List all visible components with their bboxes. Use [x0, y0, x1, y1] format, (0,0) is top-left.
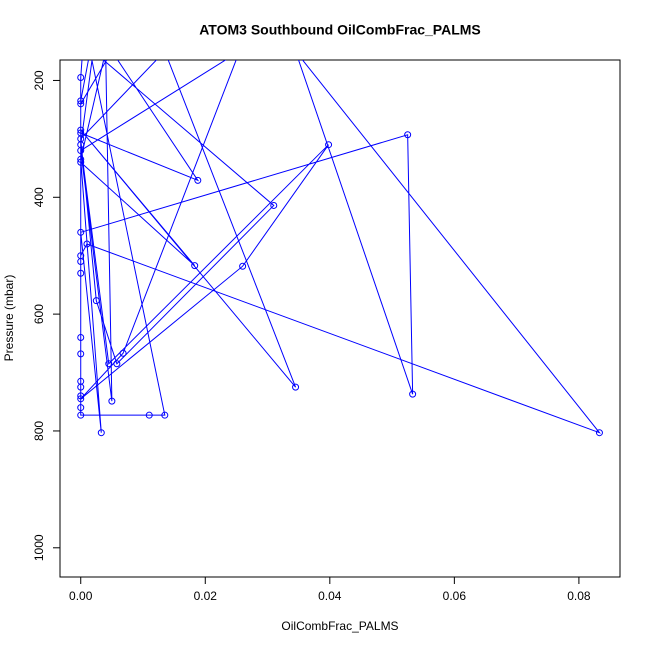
- plot-area: [77, 48, 603, 437]
- data-point: [409, 390, 417, 398]
- data-point: [77, 74, 85, 82]
- y-tick-label: 400: [32, 187, 46, 207]
- data-point: [77, 97, 85, 105]
- data-point: [109, 48, 115, 54]
- data-point: [77, 269, 85, 277]
- data-point: [404, 131, 412, 139]
- data-point: [77, 158, 85, 166]
- data-point: [292, 383, 300, 391]
- y-tick-label: 200: [32, 70, 46, 90]
- chart-title: ATOM3 Southbound OilCombFrac_PALMS: [199, 22, 481, 38]
- data-point: [162, 48, 168, 54]
- data-point: [80, 48, 86, 54]
- data-point: [92, 297, 100, 305]
- data-point: [77, 395, 85, 403]
- data-point: [77, 404, 85, 412]
- data-point: [237, 48, 243, 54]
- data-point: [145, 411, 153, 419]
- data-point: [77, 126, 85, 134]
- x-axis-label: OilCombFrac_PALMS: [281, 619, 398, 633]
- data-point: [77, 228, 85, 236]
- x-tick-label: 0.06: [443, 589, 467, 603]
- y-tick-label: 800: [32, 421, 46, 441]
- data-point: [595, 429, 603, 437]
- x-tick-label: 0.04: [318, 589, 342, 603]
- data-point: [83, 240, 91, 248]
- data-point: [325, 141, 333, 149]
- data-point: [77, 258, 85, 266]
- data-point: [97, 429, 105, 437]
- data-point: [239, 262, 247, 270]
- data-point: [77, 392, 85, 400]
- x-tick-label: 0.08: [567, 589, 591, 603]
- y-tick-label: 1000: [32, 534, 46, 561]
- data-point: [77, 350, 85, 358]
- data-point: [113, 360, 121, 368]
- data-point: [103, 48, 109, 54]
- y-tick-label: 600: [32, 304, 46, 324]
- data-point: [194, 176, 202, 184]
- data-point: [77, 100, 85, 108]
- data-point: [191, 262, 199, 270]
- data-point: [270, 201, 278, 209]
- data-point: [293, 48, 299, 54]
- data-point: [161, 411, 169, 419]
- y-axis-label: Pressure (mbar): [2, 275, 16, 362]
- x-tick-label: 0.02: [194, 589, 218, 603]
- data-point: [77, 411, 85, 419]
- data-point: [108, 397, 116, 405]
- data-point: [105, 360, 113, 368]
- data-point: [90, 48, 96, 54]
- data-line: [80, 60, 601, 434]
- data-point: [119, 349, 127, 357]
- data-point: [87, 48, 93, 54]
- data-point: [77, 147, 85, 155]
- x-tick-label: 0.00: [69, 589, 93, 603]
- plot-frame: [59, 59, 621, 578]
- data-point: [77, 383, 85, 391]
- data-point: [77, 155, 85, 163]
- data-point: [77, 333, 85, 341]
